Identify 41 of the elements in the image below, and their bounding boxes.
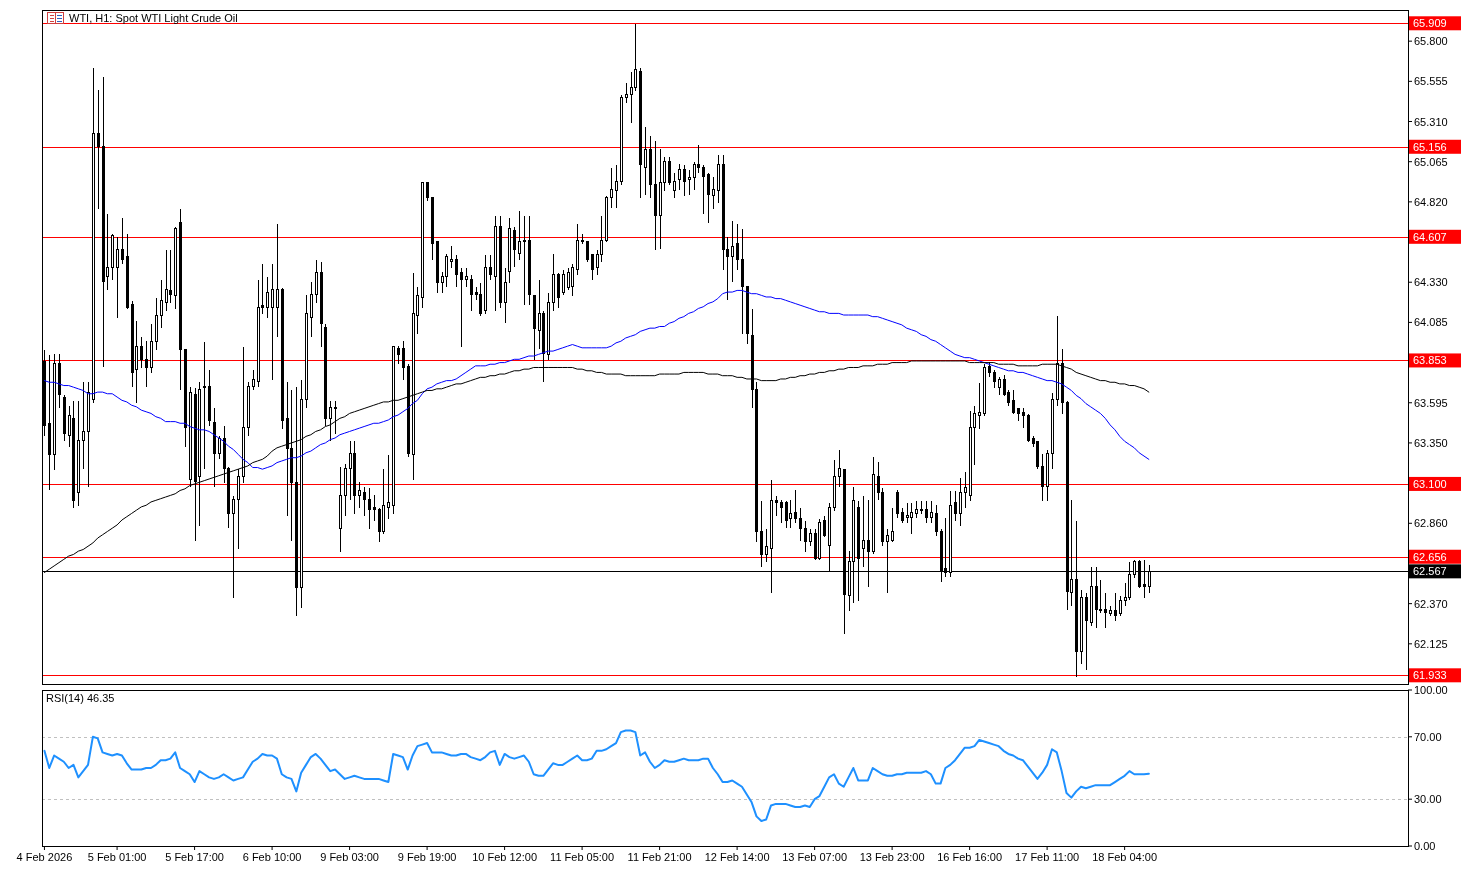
x-tick-label: 12 Feb 14:00 <box>704 851 770 863</box>
x-tick-label: 5 Feb 01:00 <box>87 851 147 863</box>
x-tick-label: 17 Feb 11:00 <box>1015 851 1080 863</box>
y-tick-label: 62.370 <box>1414 597 1448 610</box>
y-tick-label: 65.800 <box>1414 35 1448 48</box>
x-tick-label: 16 Feb 16:00 <box>937 851 1003 863</box>
ref-line-label: 62.656 <box>1413 550 1447 563</box>
y-tick-label: 64.085 <box>1414 316 1448 329</box>
x-tick-label: 13 Feb 23:00 <box>859 851 925 863</box>
x-tick-label: 11 Feb 21:00 <box>627 851 692 863</box>
y-tick-label: 100.00 <box>1414 684 1448 696</box>
x-tick-label: 11 Feb 05:00 <box>550 851 615 863</box>
x-tick-label: 6 Feb 10:00 <box>242 851 302 863</box>
y-tick-label: 0.00 <box>1414 840 1436 852</box>
ref-line-label: 62.567 <box>1413 565 1447 578</box>
ref-line-label: 61.933 <box>1413 669 1447 682</box>
y-tick-label: 65.555 <box>1414 75 1448 88</box>
y-tick-label: 63.595 <box>1414 396 1448 409</box>
y-tick-label: 30.00 <box>1414 793 1442 806</box>
y-tick-label: 64.330 <box>1414 276 1448 289</box>
ref-line-label: 63.853 <box>1413 354 1447 367</box>
x-tick-label: 4 Feb 2026 <box>16 851 73 863</box>
y-tick-label: 70.00 <box>1414 730 1442 743</box>
ref-line-label: 65.156 <box>1413 140 1447 153</box>
x-tick-label: 13 Feb 07:00 <box>782 851 848 863</box>
chart-title: WTI, H1: Spot WTI Light Crude Oil <box>69 12 238 24</box>
y-tick-label: 63.350 <box>1414 436 1448 449</box>
ref-line-label: 65.909 <box>1413 17 1447 30</box>
y-tick-label: 62.125 <box>1414 637 1448 650</box>
ref-line-label: 64.607 <box>1413 230 1447 243</box>
x-tick-label: 10 Feb 12:00 <box>472 851 538 863</box>
x-tick-label: 9 Feb 03:00 <box>320 851 379 863</box>
chart-title: RSI(14) 46.35 <box>46 692 115 704</box>
x-tick-label: 18 Feb 04:00 <box>1092 851 1158 863</box>
y-tick-label: 65.065 <box>1414 155 1448 168</box>
y-tick-label: 64.820 <box>1414 195 1448 208</box>
y-tick-label: 62.860 <box>1414 517 1448 530</box>
y-tick-label: 65.310 <box>1414 115 1448 128</box>
ref-line-label: 63.100 <box>1413 477 1447 490</box>
x-tick-label: 9 Feb 19:00 <box>397 851 457 863</box>
x-tick-label: 5 Feb 17:00 <box>165 851 224 863</box>
